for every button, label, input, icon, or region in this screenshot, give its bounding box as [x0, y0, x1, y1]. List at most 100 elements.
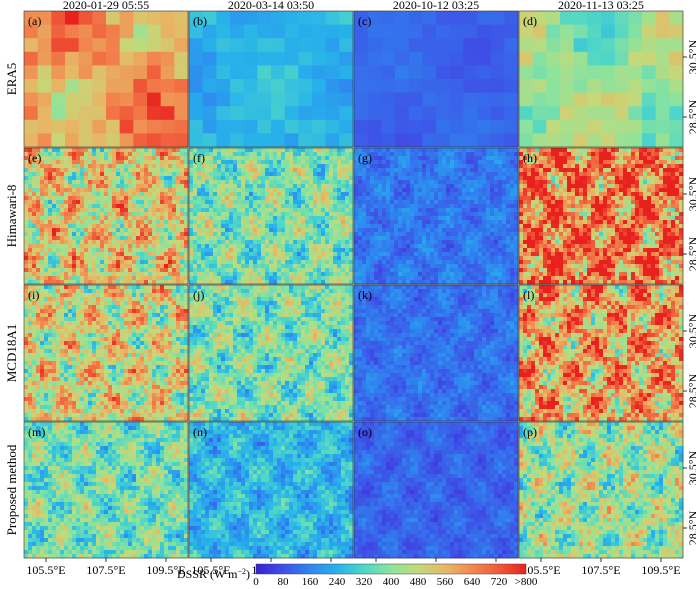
heatmap-cell: [390, 176, 395, 181]
heatmap-cell: [523, 168, 528, 173]
heatmap-cell: [144, 204, 149, 209]
heatmap-cell: [243, 38, 258, 53]
heatmap-cell: [217, 264, 222, 269]
heatmap-cell: [112, 156, 117, 161]
heatmap-cell: [128, 168, 133, 173]
heatmap-cell: [65, 24, 80, 39]
heatmap-cell: [354, 156, 359, 161]
heatmap-cell: [450, 196, 455, 201]
heatmap-cell: [213, 152, 218, 157]
heatmap-cell: [370, 260, 375, 265]
heatmap-cell: [309, 180, 314, 185]
heatmap-cell: [466, 148, 471, 153]
heatmap-cell: [462, 232, 467, 237]
heatmap-cell: [152, 180, 157, 185]
heatmap-cell: [422, 224, 427, 229]
heatmap-cell: [245, 232, 250, 237]
heatmap-cell: [144, 160, 149, 165]
heatmap-cell: [386, 156, 391, 161]
heatmap-cell: [261, 256, 266, 261]
heatmap-cell: [24, 38, 39, 53]
heatmap-cell: [410, 224, 415, 229]
heatmap-cell: [341, 160, 346, 165]
heatmap-cell: [133, 106, 148, 121]
heatmap-cell: [88, 240, 93, 245]
heatmap-cell: [458, 212, 463, 217]
heatmap-cell: [449, 38, 464, 53]
heatmap-cell: [84, 280, 89, 285]
heatmap-cell: [180, 164, 185, 169]
heatmap-cell: [189, 272, 194, 277]
heatmap-cell: [205, 264, 210, 269]
heatmap-cell: [366, 252, 371, 257]
heatmap-cell: [184, 208, 189, 213]
heatmap-cell: [140, 220, 145, 225]
heatmap-cell: [289, 260, 294, 265]
heatmap-cell: [398, 248, 403, 253]
heatmap-cell: [92, 160, 97, 165]
heatmap-cell: [414, 164, 419, 169]
heatmap-cell: [410, 152, 415, 157]
heatmap-cell: [189, 248, 194, 253]
heatmap-cell: [394, 228, 399, 233]
heatmap-cell: [241, 216, 246, 221]
heatmap-cell: [56, 192, 61, 197]
heatmap-cell: [152, 240, 157, 245]
heatmap-cell: [398, 164, 403, 169]
heatmap-cell: [386, 172, 391, 177]
heatmap-cell: [329, 216, 334, 221]
heatmap-cell: [64, 160, 69, 165]
heatmap-cell: [337, 168, 342, 173]
heatmap-cell: [44, 256, 49, 261]
heatmap-cell: [446, 212, 451, 217]
heatmap-cell: [281, 152, 286, 157]
heatmap-cell: [655, 65, 670, 80]
heatmap-cell: [132, 176, 137, 181]
heatmap-cell: [386, 280, 391, 285]
heatmap-cell: [362, 232, 367, 237]
heatmap-cell: [24, 164, 29, 169]
heatmap-cell: [402, 192, 407, 197]
heatmap-cell: [410, 164, 415, 169]
heatmap-cell: [24, 264, 29, 269]
heatmap-cell: [144, 188, 149, 193]
heatmap-cell: [48, 196, 53, 201]
heatmap-cell: [354, 212, 359, 217]
heatmap-cell: [221, 172, 226, 177]
heatmap-cell: [595, 156, 600, 161]
heatmap-cell: [201, 228, 206, 233]
heatmap-cell: [164, 240, 169, 245]
heatmap-cell: [32, 248, 37, 253]
heatmap-cell: [209, 252, 214, 257]
heatmap-cell: [458, 264, 463, 269]
heatmap-cell: [386, 268, 391, 273]
heatmap-cell: [289, 164, 294, 169]
heatmap-cell: [164, 152, 169, 157]
heatmap-cell: [92, 164, 97, 169]
heatmap-cell: [132, 196, 137, 201]
heatmap-cell: [502, 240, 507, 245]
heatmap-cell: [663, 160, 668, 165]
heatmap-cell: [216, 38, 231, 53]
heatmap-cell: [209, 232, 214, 237]
heatmap-cell: [140, 256, 145, 261]
heatmap-cell: [241, 240, 246, 245]
heatmap-cell: [112, 280, 117, 285]
heatmap-cell: [229, 252, 234, 257]
heatmap-cell: [367, 11, 382, 25]
heatmap-cell: [60, 176, 65, 181]
heatmap-cell: [152, 172, 157, 177]
heatmap-cell: [193, 164, 198, 169]
heatmap-cell: [44, 280, 49, 285]
heatmap-cell: [418, 252, 423, 257]
heatmap-cell: [265, 208, 270, 213]
heatmap-cell: [189, 212, 194, 217]
heatmap-cell: [531, 156, 536, 161]
heatmap-cell: [446, 216, 451, 221]
heatmap-cell: [490, 168, 495, 173]
heatmap-cell: [354, 240, 359, 245]
heatmap-cell: [627, 172, 632, 177]
heatmap-cell: [498, 280, 503, 285]
heatmap-cell: [498, 152, 503, 157]
heatmap-cell: [80, 232, 85, 237]
